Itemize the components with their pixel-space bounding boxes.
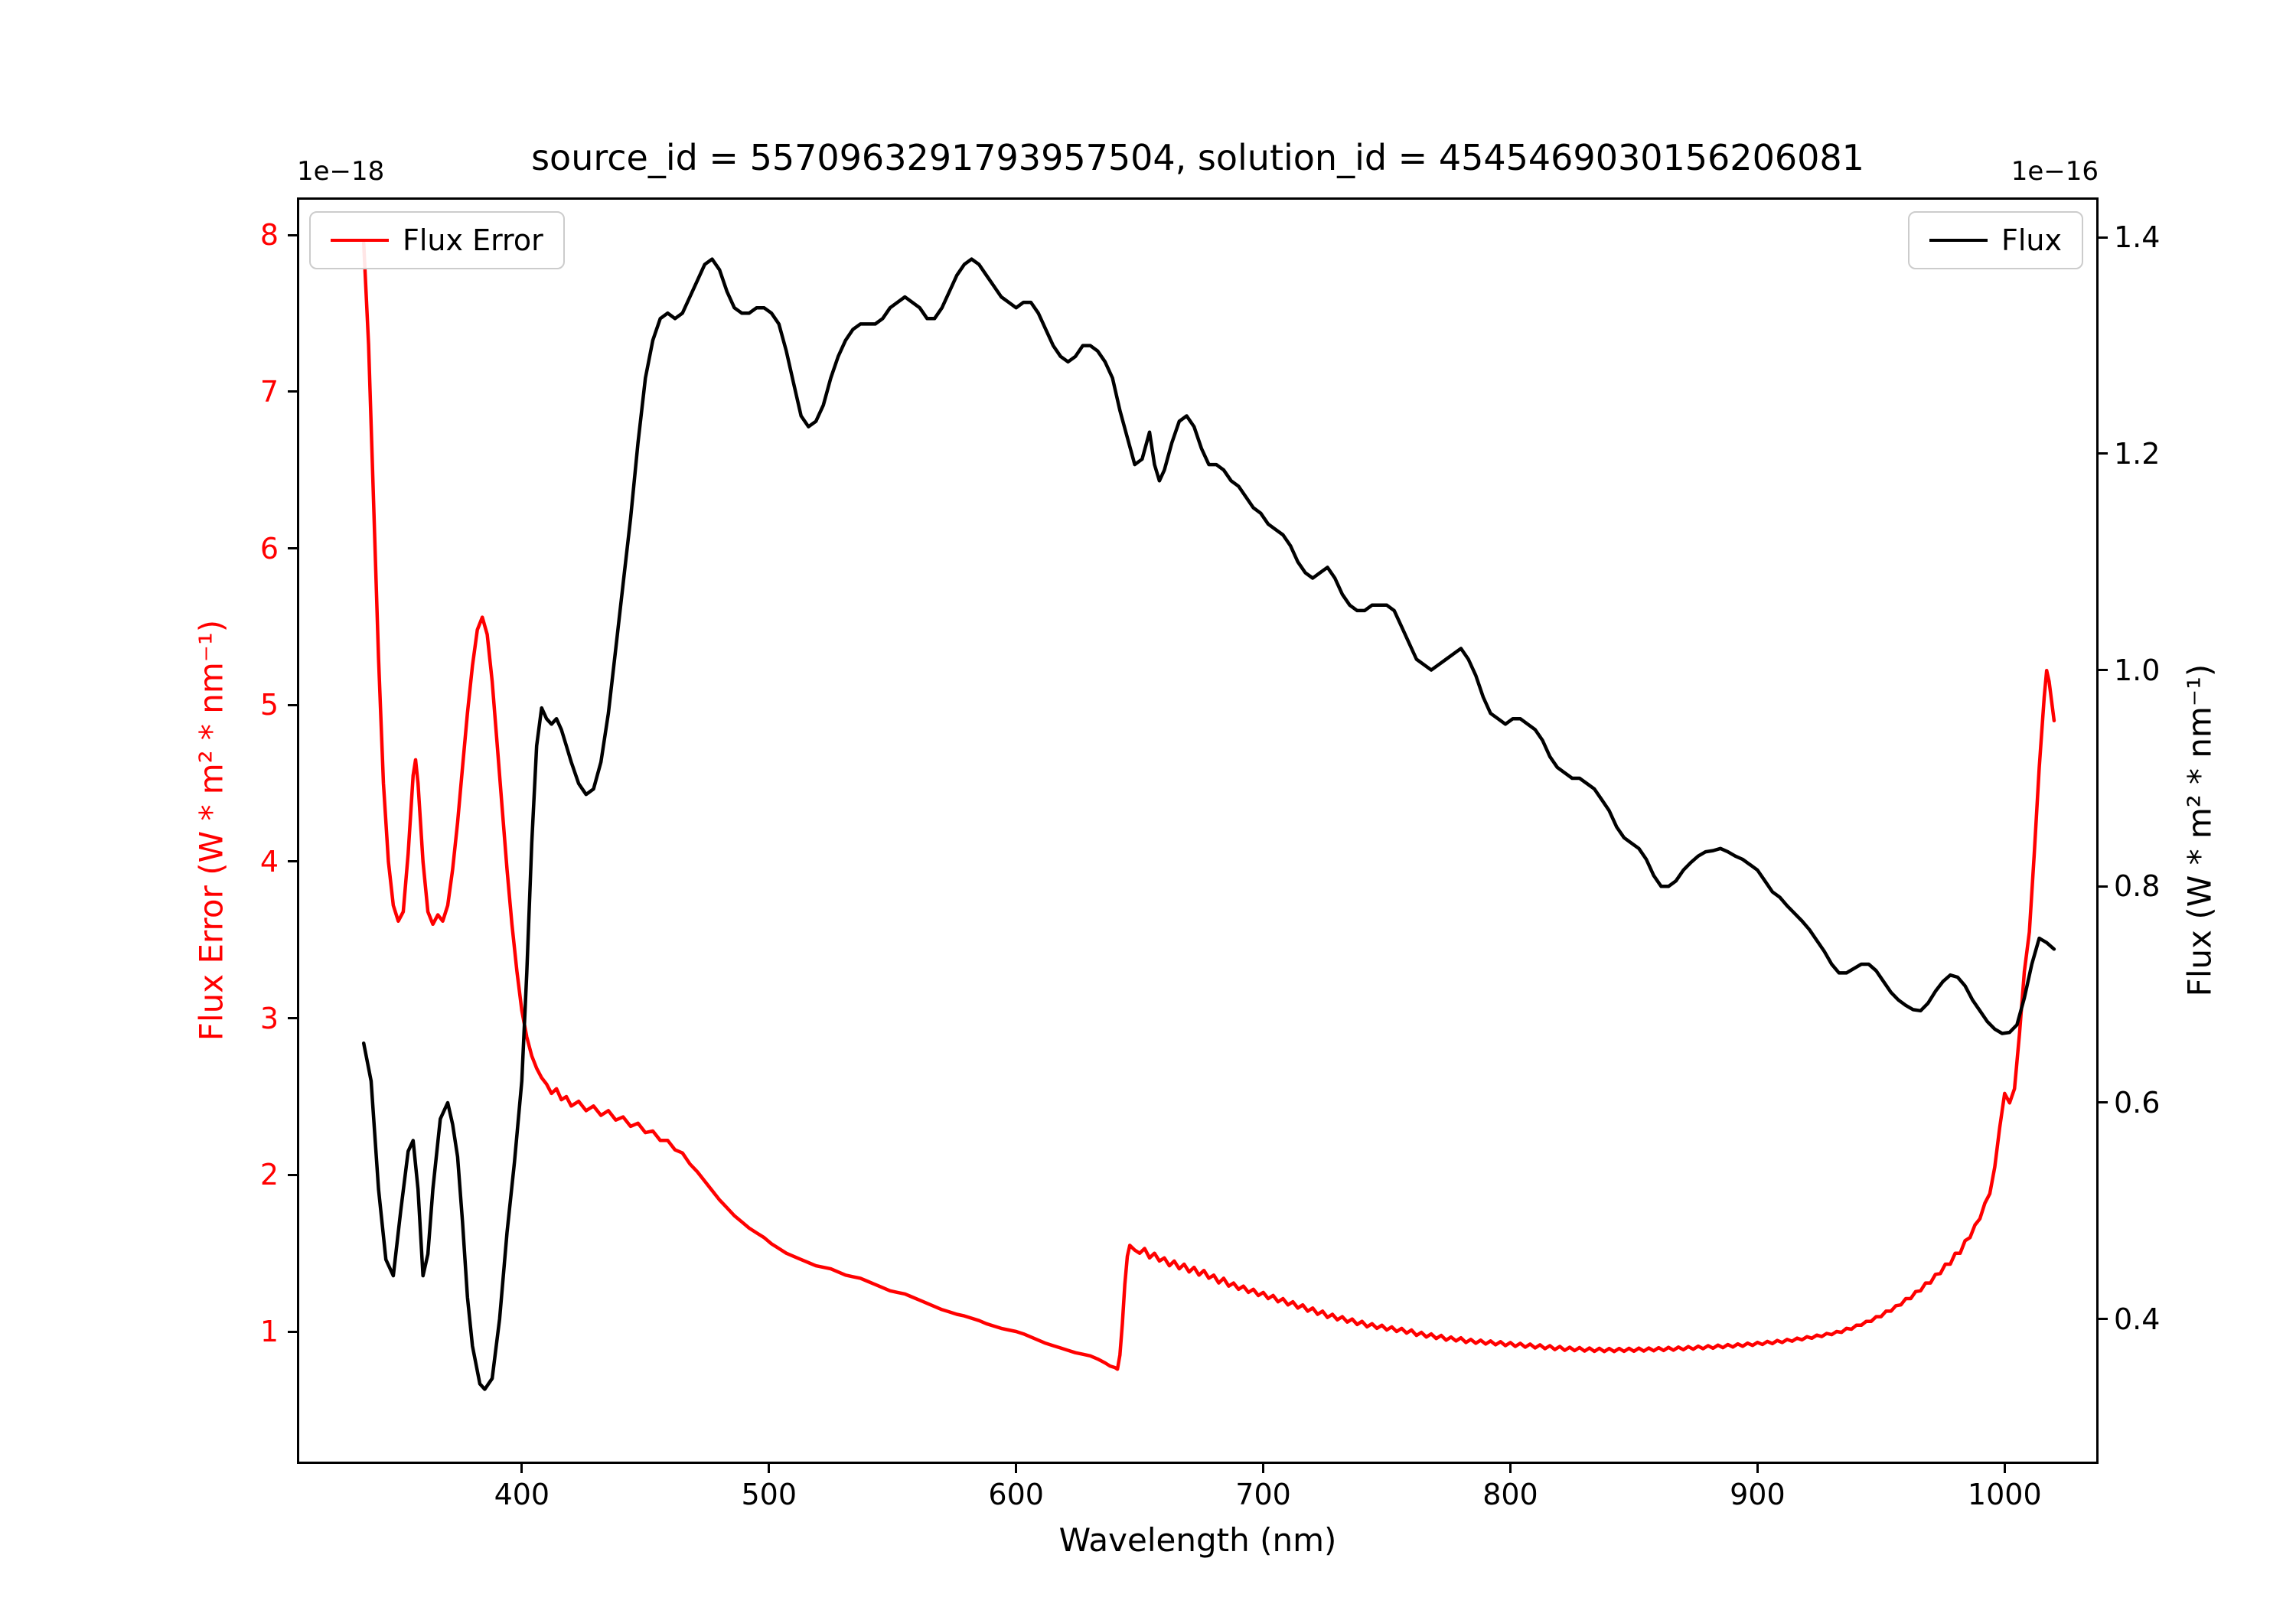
left-y-tick-mark <box>288 547 297 550</box>
flux-error-line <box>361 241 2056 1371</box>
right-y-tick-label: 1.0 <box>2114 653 2161 687</box>
x-tick-label: 800 <box>1482 1478 1538 1511</box>
flux-error-legend: Flux Error <box>309 211 565 269</box>
right-y-axis-label: Flux (W * m² * nm⁻¹) <box>2180 663 2219 997</box>
flux-error-legend-label: Flux Error <box>403 223 543 257</box>
x-tick-label: 700 <box>1235 1478 1291 1511</box>
flux-line <box>361 257 2056 1391</box>
right-y-tick-mark <box>2099 669 2108 672</box>
left-y-tick-mark <box>288 703 297 706</box>
x-tick-label: 600 <box>988 1478 1044 1511</box>
x-tick-label: 900 <box>1730 1478 1786 1511</box>
x-tick-mark <box>1015 1464 1018 1473</box>
x-tick-mark <box>520 1464 523 1473</box>
flux-error-legend-line-icon <box>331 239 389 242</box>
left-y-tick-label: 6 <box>259 531 279 566</box>
right-y-tick-label: 1.4 <box>2114 220 2161 255</box>
left-y-tick-label: 3 <box>259 1001 279 1035</box>
right-y-tick-mark <box>2099 1318 2108 1321</box>
flux-legend-line-icon <box>1929 239 1988 242</box>
left-y-tick-mark <box>288 233 297 236</box>
right-y-tick-mark <box>2099 885 2108 888</box>
right-y-tick-mark <box>2099 236 2108 239</box>
left-y-tick-mark <box>288 1017 297 1020</box>
left-y-axis-label: Flux Error (W * m² * nm⁻¹) <box>192 619 230 1041</box>
plot-svg <box>361 241 2056 1391</box>
left-y-tick-label: 5 <box>259 688 279 722</box>
left-y-tick-mark <box>288 1173 297 1176</box>
left-y-tick-label: 4 <box>259 844 279 878</box>
left-y-tick-mark <box>288 390 297 393</box>
x-tick-label: 1000 <box>1967 1478 2042 1511</box>
left-y-tick-mark <box>288 1330 297 1333</box>
x-tick-label: 400 <box>494 1478 550 1511</box>
left-y-tick-label: 8 <box>259 218 279 253</box>
x-tick-mark <box>1756 1464 1759 1473</box>
right-y-tick-label: 1.2 <box>2114 436 2161 471</box>
right-y-tick-label: 0.4 <box>2114 1302 2161 1336</box>
flux-legend-label: Flux <box>2001 223 2062 257</box>
right-axis-offset-text: 1e−16 <box>2011 156 2099 187</box>
plot-area <box>297 197 2099 1464</box>
x-tick-mark <box>1508 1464 1512 1473</box>
right-y-tick-label: 0.8 <box>2114 869 2161 904</box>
x-axis-label: Wavelength (nm) <box>1058 1521 1337 1559</box>
left-axis-offset-text: 1e−18 <box>297 156 385 187</box>
left-y-tick-mark <box>288 860 297 863</box>
right-y-tick-mark <box>2099 1101 2108 1104</box>
x-tick-label: 500 <box>741 1478 797 1511</box>
left-y-tick-label: 2 <box>259 1158 279 1192</box>
x-tick-mark <box>1262 1464 1265 1473</box>
flux-legend: Flux <box>1908 211 2083 269</box>
x-tick-mark <box>2003 1464 2006 1473</box>
right-y-tick-label: 0.6 <box>2114 1085 2161 1120</box>
left-y-tick-label: 7 <box>259 374 279 409</box>
chart-title: source_id = 5570963291793957504, solutio… <box>531 137 1864 178</box>
x-tick-mark <box>768 1464 771 1473</box>
right-y-tick-mark <box>2099 452 2108 455</box>
left-y-tick-label: 1 <box>259 1315 279 1349</box>
